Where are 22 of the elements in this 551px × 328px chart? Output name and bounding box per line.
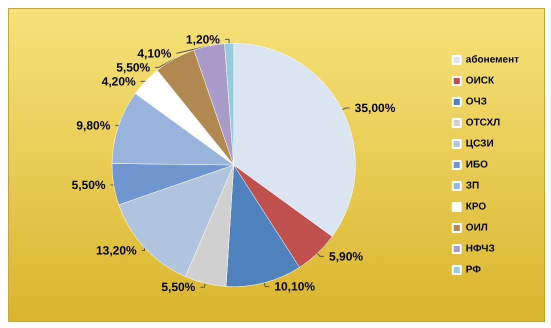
legend-label: РФ <box>466 264 482 276</box>
legend-label: ЗП <box>466 180 480 192</box>
legend-label: ОИЛ <box>466 222 488 234</box>
legend-label: ЦСЗИ <box>466 138 494 150</box>
data-label: 35,00% <box>354 100 396 115</box>
data-label: 1,20% <box>186 32 220 46</box>
data-label: 5,50% <box>116 60 151 74</box>
data-label: 5,50% <box>72 178 106 192</box>
legend-label: ИБО <box>466 160 488 170</box>
legend-label: ОТСХЛ <box>466 118 500 128</box>
legend-label: ОИСК <box>466 76 495 86</box>
data-label: 13,20% <box>96 243 138 258</box>
data-label: 4,20% <box>102 74 136 88</box>
legend-label: КРО <box>466 202 486 212</box>
data-label: 10,10% <box>274 280 316 294</box>
legend-label: абонемент <box>466 54 520 66</box>
data-label: 5,50% <box>161 280 196 294</box>
legend-label: ОЧЗ <box>466 96 487 108</box>
data-label: 4,10% <box>137 46 172 60</box>
data-label: 9,80% <box>76 118 111 132</box>
legend-label: НФЧЗ <box>466 244 495 254</box>
data-label: 5,90% <box>329 249 364 264</box>
